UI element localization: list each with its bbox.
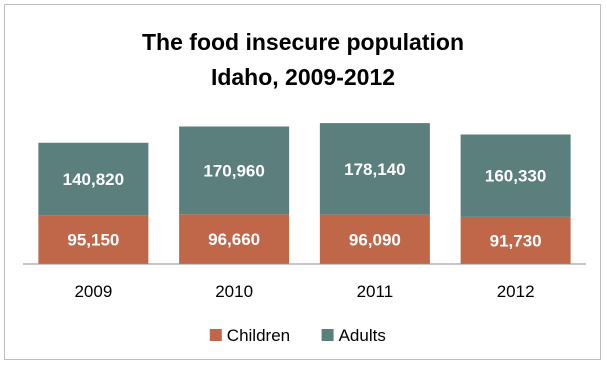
data-label-children-2012: 91,730	[490, 231, 542, 250]
bar-children-2011	[319, 214, 430, 264]
x-tick-label-2010: 2010	[215, 282, 253, 301]
bar-children-2012	[460, 216, 571, 264]
data-label-children-2011: 96,090	[349, 230, 401, 249]
chart-frame: The food insecure population Idaho, 2009…	[4, 4, 601, 360]
chart-title-line-1: The food insecure population	[142, 29, 464, 55]
legend-swatch-children	[209, 329, 222, 341]
legend-swatch-adults	[321, 329, 334, 341]
x-tick-label-2009: 2009	[74, 282, 112, 301]
data-label-adults-2011: 178,140	[344, 160, 405, 179]
data-label-adults-2012: 160,330	[485, 167, 546, 186]
legend: Children Adults	[209, 326, 386, 345]
bar-adults-2010	[179, 126, 290, 215]
x-tick-label-2011: 2011	[357, 282, 394, 301]
data-label-adults-2010: 170,960	[203, 161, 264, 180]
bar-adults-2012	[460, 134, 571, 217]
bar-children-2010	[179, 214, 290, 264]
bar-children-2009	[38, 215, 149, 264]
chart-title-line-2: Idaho, 2009-2012	[211, 64, 395, 90]
bar-adults-2011	[319, 123, 430, 215]
bar-adults-2009	[38, 142, 149, 216]
x-tick-label-2012: 2012	[497, 282, 535, 301]
stacked-bar-chart: The food insecure population Idaho, 2009…	[23, 29, 586, 345]
legend-label-children: Children	[227, 326, 290, 345]
data-label-children-2010: 96,660	[208, 230, 260, 249]
data-label-adults-2009: 140,820	[63, 170, 124, 189]
bars-group: 95,150 140,820 96,660 170,960 96,090 178,140 9…	[38, 123, 571, 264]
legend-label-adults: Adults	[339, 326, 386, 345]
x-tick-labels: 2009 2010 2011 2012	[74, 282, 534, 301]
data-label-children-2009: 95,150	[67, 231, 119, 250]
